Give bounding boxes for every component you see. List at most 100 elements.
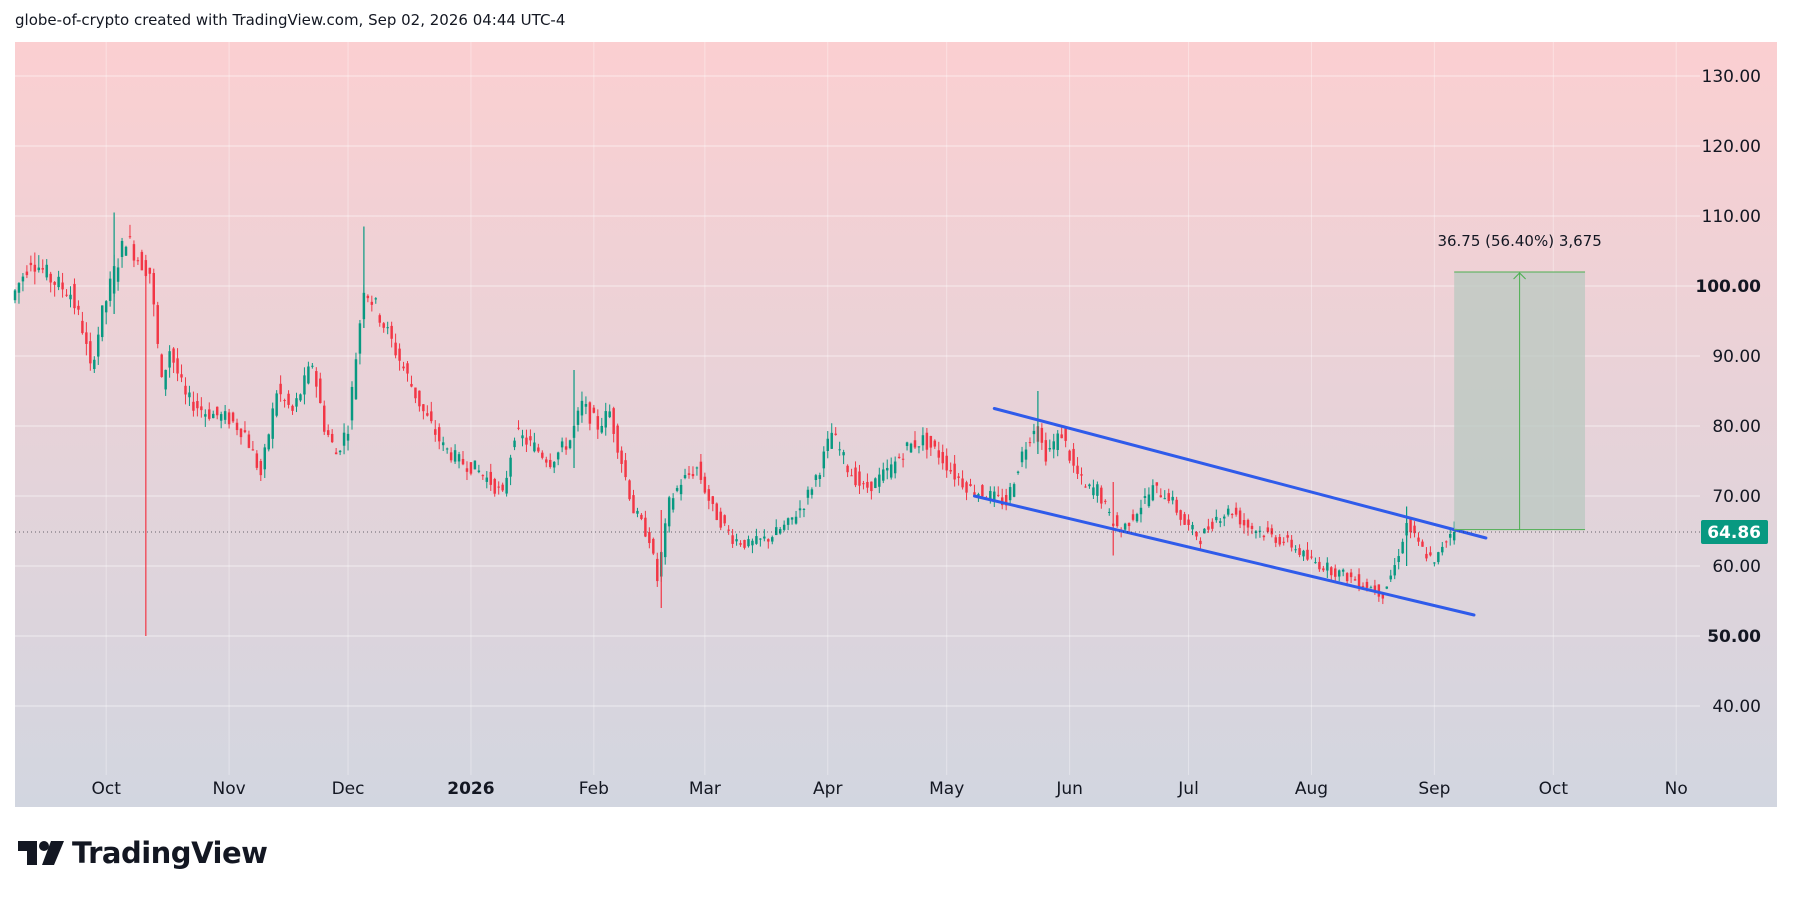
candle-body xyxy=(1266,527,1270,532)
candle-body xyxy=(21,276,25,282)
candle-body xyxy=(687,473,691,475)
candle-body xyxy=(1171,496,1174,501)
candle-body xyxy=(1179,510,1182,520)
candle-body xyxy=(771,537,774,542)
candle-body xyxy=(961,478,964,488)
candle-body xyxy=(1452,531,1456,541)
candle-body xyxy=(41,268,44,270)
candle-body xyxy=(814,475,818,481)
candle-body xyxy=(731,535,734,544)
candle-body xyxy=(69,294,72,300)
price-axis[interactable]: 130.00 120.00 110.00 100.00 90.00 80.00 70.00 6… xyxy=(1695,67,1768,717)
candle-body xyxy=(49,273,52,283)
candle-body xyxy=(259,461,263,476)
candle-body xyxy=(933,440,937,447)
candle-body xyxy=(461,458,465,465)
drawings[interactable]: 36.75 (56.40%) 3,675 xyxy=(15,232,1700,617)
candle-body xyxy=(1092,487,1095,496)
candle-body xyxy=(874,478,877,488)
candle-body xyxy=(1413,525,1416,534)
candle-body xyxy=(671,498,675,510)
candle-body xyxy=(77,305,80,310)
y-tick-label: 60.00 xyxy=(1712,557,1761,577)
candle-body xyxy=(941,452,944,464)
candle-body xyxy=(620,450,623,464)
channel-trendline[interactable] xyxy=(992,407,1488,540)
channel-trendline[interactable] xyxy=(972,494,1476,617)
candle-body xyxy=(893,461,897,474)
candle-body xyxy=(1044,440,1048,462)
candle-body xyxy=(1187,519,1190,526)
candle-body xyxy=(1373,585,1377,593)
candle-body xyxy=(604,411,607,428)
candle-body xyxy=(592,407,596,413)
candle-body xyxy=(1230,514,1234,516)
candle-body xyxy=(993,491,996,501)
candle-body xyxy=(774,527,778,536)
candle-body xyxy=(691,474,695,477)
candle-body xyxy=(608,411,611,418)
y-tick-label: 50.00 xyxy=(1707,627,1761,647)
candle-body xyxy=(338,450,342,453)
candle-body xyxy=(223,411,227,420)
candle-body xyxy=(1012,484,1016,497)
candle-body xyxy=(1076,465,1079,474)
candle-body xyxy=(560,441,564,448)
tradingview-logo-icon xyxy=(18,841,64,865)
candle-body xyxy=(120,240,124,257)
candle-body xyxy=(1377,584,1381,597)
candle-body xyxy=(45,264,48,278)
candle-body xyxy=(909,443,913,453)
candle-body xyxy=(104,301,108,313)
candle-body xyxy=(501,484,504,491)
candle-body xyxy=(1207,526,1210,530)
candle-body xyxy=(1417,537,1420,542)
candle-body xyxy=(1310,556,1313,558)
candle-body xyxy=(1341,569,1345,572)
candle-body xyxy=(1318,561,1321,570)
candle-body xyxy=(552,461,556,468)
candle-body xyxy=(53,282,56,285)
candle-body xyxy=(1389,575,1392,580)
candle-body xyxy=(743,539,746,548)
candle-body xyxy=(1302,550,1305,557)
candle-body xyxy=(200,406,203,411)
candle-body xyxy=(208,409,211,419)
candle-body xyxy=(346,433,350,441)
candle-body xyxy=(85,332,88,344)
candle-body xyxy=(897,456,901,459)
candle-body xyxy=(1028,442,1032,444)
candle-body xyxy=(1175,499,1178,513)
candle-body xyxy=(830,432,833,449)
x-tick-label: Apr xyxy=(813,779,842,799)
candle-body xyxy=(1322,568,1325,571)
candle-body xyxy=(1286,535,1289,538)
candle-body xyxy=(1163,498,1166,500)
candle-body xyxy=(140,251,144,271)
candle-body xyxy=(521,435,524,439)
candle-body xyxy=(917,446,921,448)
candle-body xyxy=(1020,451,1024,463)
candle-body xyxy=(1298,548,1301,555)
tradingview-logo[interactable]: TradingView xyxy=(18,836,268,870)
time-axis[interactable]: Oct Nov Dec 2026 Feb Mar Apr May Jun Jul Aug Sep Oct… xyxy=(91,779,1687,799)
candle-body xyxy=(545,459,548,463)
candle-body xyxy=(929,435,933,448)
candle-body xyxy=(1445,541,1448,543)
y-tick-label: 100.00 xyxy=(1695,277,1761,297)
candle-body xyxy=(255,453,259,468)
wicks xyxy=(113,212,1408,636)
candle-body xyxy=(1219,521,1222,523)
candle-body xyxy=(1314,562,1317,564)
candle-body xyxy=(414,387,417,399)
candle-body xyxy=(1429,552,1432,556)
candle-body xyxy=(192,401,195,411)
candle-body xyxy=(549,459,552,468)
candle-body xyxy=(715,503,718,521)
candle-body xyxy=(1131,514,1135,520)
candle-body xyxy=(13,290,17,301)
candle-body xyxy=(89,341,92,364)
candle-body xyxy=(949,469,952,472)
candle-body xyxy=(656,558,659,582)
